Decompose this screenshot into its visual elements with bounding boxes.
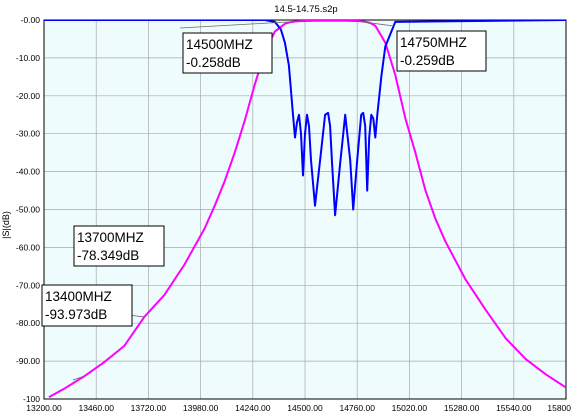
x-tick-label: 13200.00 — [26, 403, 62, 413]
marker-leader-line — [179, 20, 306, 29]
x-tick-label: 13460.00 — [78, 403, 114, 413]
marker-box — [41, 284, 133, 327]
y-tick-label: -60.00 — [16, 242, 40, 252]
marker-callouts: 14500MHZ -0.258dB 14750MHZ -0.259dB 13700MHZ… — [41, 20, 487, 381]
y-tick-label: -30.00 — [16, 129, 40, 139]
y-tick-labels: -0.00 -10.00 -20.00 -30.00 -40.00 -50.00 -60.0… — [16, 15, 40, 404]
y-tick-label: -70.00 — [16, 280, 40, 290]
y-tick-label: -50.00 — [16, 205, 40, 215]
marker-box — [182, 32, 273, 74]
x-tick-label: 14760.00 — [339, 403, 375, 413]
marker-value: -0.258dB — [186, 55, 241, 70]
x-tick-label: 15540.00 — [496, 403, 532, 413]
y-tick-label: -40.00 — [16, 167, 40, 177]
x-tick-label: 14240.00 — [235, 403, 271, 413]
marker-callout: 13700MHZ -78.349dB — [73, 225, 165, 318]
y-tick-label: -90.00 — [16, 356, 40, 366]
marker-frequency: 14750MHZ — [400, 35, 467, 50]
y-tick-label: -100 — [23, 394, 40, 404]
y-tick-label: -20.00 — [16, 91, 40, 101]
y-tick-label: -0.00 — [21, 15, 41, 25]
marker-callout: 13400MHZ -93.973dB — [41, 284, 133, 381]
marker-value: -0.259dB — [400, 53, 455, 68]
series-group — [44, 20, 566, 398]
y-axis-label: |S|(dB) — [1, 211, 11, 239]
marker-value: -78.349dB — [77, 248, 139, 263]
x-tick-label: 15800 — [547, 403, 571, 413]
marker-callout: 14500MHZ -0.258dB — [179, 20, 306, 74]
y-tick-label: -10.00 — [16, 53, 40, 63]
x-tick-label: 13980.00 — [183, 403, 219, 413]
marker-box — [73, 225, 165, 267]
marker-box — [396, 30, 487, 72]
marker-callout: 14750MHZ -0.259dB — [355, 20, 487, 72]
x-tick-label: 15020.00 — [392, 403, 428, 413]
x-tick-labels: 13200.00 13460.00 13720.00 13980.00 14240.00… — [26, 403, 571, 413]
x-tick-label: 15280.00 — [444, 403, 480, 413]
marker-frequency: 13700MHZ — [77, 230, 144, 245]
series-line-blue — [44, 20, 566, 217]
chart-title: 14.5-14.75.s2p — [274, 4, 337, 15]
marker-frequency: 13400MHZ — [45, 289, 112, 304]
x-tick-label: 13720.00 — [131, 403, 167, 413]
y-tick-label: -80.00 — [16, 318, 40, 328]
marker-leader-line — [72, 375, 85, 381]
marker-value: -93.973dB — [45, 307, 107, 322]
marker-leader-line — [355, 20, 395, 27]
series-line-magenta — [48, 20, 566, 398]
x-tick-label: 14500.00 — [287, 403, 323, 413]
marker-frequency: 14500MHZ — [186, 37, 253, 52]
